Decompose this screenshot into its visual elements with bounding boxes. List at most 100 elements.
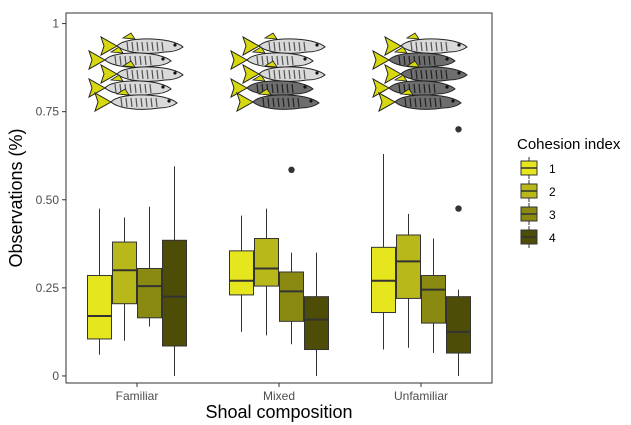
fish-stripe (410, 41, 413, 52)
fish-stripe (403, 55, 406, 66)
fish-body (252, 94, 320, 110)
fish-stripe (415, 69, 418, 80)
fish-icon (242, 60, 326, 85)
fish-eye (445, 57, 449, 61)
fish-stripe (149, 55, 152, 66)
fish-eye (315, 71, 319, 75)
fish-shoal-icon (230, 32, 326, 113)
fish-stripe (141, 69, 144, 80)
fish-stripe (119, 55, 122, 66)
fish-stripe (131, 41, 134, 52)
legend-key: 4 (520, 226, 556, 248)
fish-stripe (298, 69, 301, 80)
fish-stripe (423, 83, 426, 94)
fish-stripe (149, 83, 152, 94)
fish-stripe (291, 55, 294, 66)
fish-shoal-icon (88, 32, 184, 113)
x-axis: Familiar Mixed Unfamiliar (116, 383, 448, 403)
fish-eye (457, 71, 461, 75)
x-tick-label: Familiar (116, 389, 159, 403)
legend-key: 3 (520, 203, 556, 225)
fish-icon (94, 88, 178, 113)
fish-stripe (144, 83, 147, 94)
fish-stripe (256, 83, 259, 94)
fish-eye (161, 57, 165, 61)
fish-icon (384, 60, 468, 85)
fish-dorsal-fin (121, 60, 136, 68)
fish-stripe (271, 83, 274, 94)
fish-eye (303, 85, 307, 89)
outlier-point (455, 126, 462, 133)
fish-stripe (281, 83, 284, 94)
legend-label: 4 (549, 231, 556, 245)
fish-stripe (440, 69, 443, 80)
box-plot (279, 166, 304, 345)
box (279, 271, 304, 322)
fish-stripe (297, 97, 300, 108)
fish-eye (451, 99, 455, 103)
fish-stripe (161, 41, 164, 52)
fish-stripe (288, 69, 291, 80)
box-plot (112, 217, 137, 341)
fish-stripe (430, 69, 433, 80)
fish-stripe (139, 55, 142, 66)
fish-stripe (428, 83, 431, 94)
fish-stripe (278, 69, 281, 80)
fish-stripe (423, 55, 426, 66)
fish-stripe (135, 97, 138, 108)
fish-tail (242, 35, 261, 57)
fish-stripe (136, 41, 139, 52)
outlier-point (288, 166, 295, 174)
fish-tail (378, 91, 397, 113)
fish-body (394, 94, 462, 110)
fish-stripe (151, 41, 154, 52)
fish-dorsal-fin (393, 74, 408, 82)
fish-stripe (425, 69, 428, 80)
fish-stripe (146, 41, 149, 52)
fish-stripe (419, 97, 422, 108)
fish-stripe (286, 55, 289, 66)
fish-dorsal-fin (121, 32, 136, 40)
fish-icon (100, 32, 184, 57)
fish-stripe (145, 97, 148, 108)
legend: Cohesion index 1 2 3 4 (517, 136, 621, 248)
fish-tail (88, 77, 107, 99)
fish-tail (384, 63, 403, 85)
fish-stripe (398, 55, 401, 66)
fish-stripe (298, 41, 301, 52)
fish-stripe (282, 97, 285, 108)
fish-stripe (420, 69, 423, 80)
box (87, 275, 112, 340)
fish-stripe (293, 69, 296, 80)
fish-stripe (276, 83, 279, 94)
fish-stripe (435, 41, 438, 52)
fish-dorsal-fin (405, 60, 420, 68)
fish-stripe (277, 97, 280, 108)
fish-stripe (434, 97, 437, 108)
fish-dorsal-fin (251, 46, 266, 54)
fish-stripe (276, 55, 279, 66)
fish-stripe (272, 97, 275, 108)
fish-stripe (126, 69, 129, 80)
fish-tail (230, 49, 249, 71)
box (229, 250, 254, 296)
box-plot (304, 252, 329, 376)
y-tick-label: 0 (52, 369, 59, 383)
fish-stripe (414, 97, 417, 108)
box-plot (87, 208, 112, 355)
fish-body (110, 94, 178, 110)
y-tick-label: 1 (52, 17, 59, 31)
fish-stripe (256, 55, 259, 66)
fish-icons (88, 32, 468, 113)
fish-stripe (124, 55, 127, 66)
fish-tail (236, 91, 255, 113)
fish-stripe (420, 41, 423, 52)
fish-icon (100, 60, 184, 85)
fish-eye (309, 99, 313, 103)
box (304, 296, 329, 351)
fish-stripe (428, 55, 431, 66)
fish-stripe (114, 55, 117, 66)
fish-stripe (140, 97, 143, 108)
fish-stripe (150, 97, 153, 108)
